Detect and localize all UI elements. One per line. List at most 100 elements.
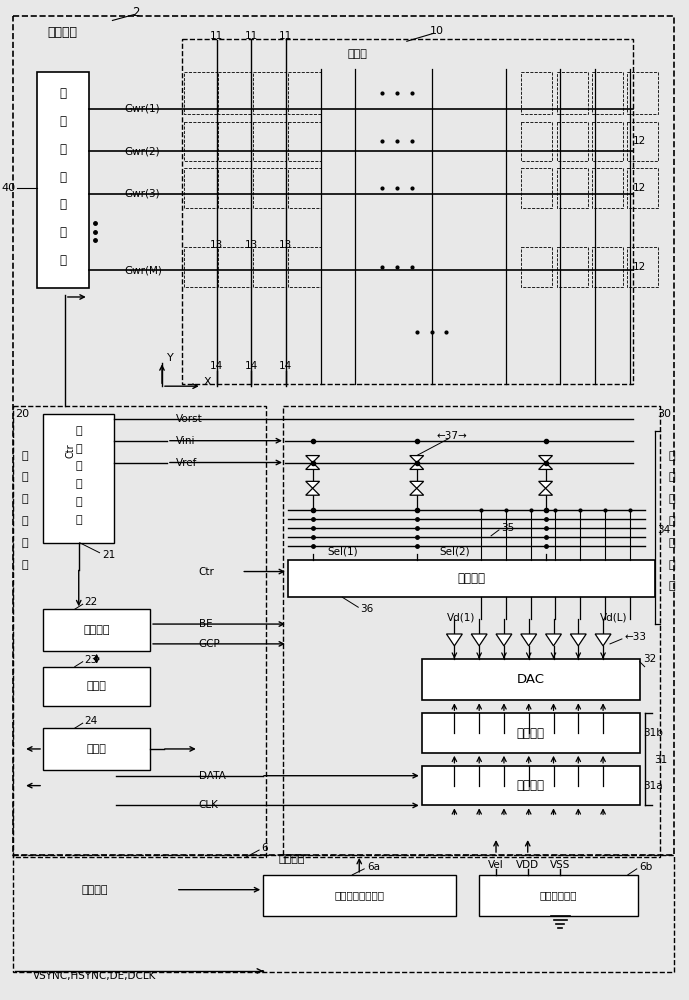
Polygon shape xyxy=(410,488,424,495)
Text: 2: 2 xyxy=(132,6,140,19)
Bar xyxy=(288,122,320,161)
Text: 检查表: 检查表 xyxy=(87,744,107,754)
Text: 选择电路: 选择电路 xyxy=(457,572,485,585)
Text: Gwr(3): Gwr(3) xyxy=(124,189,160,199)
Polygon shape xyxy=(410,481,424,488)
Polygon shape xyxy=(496,634,512,646)
Text: 35: 35 xyxy=(501,523,514,533)
Bar xyxy=(253,122,286,161)
Text: 6b: 6b xyxy=(640,862,653,872)
Text: Vini: Vini xyxy=(176,436,196,446)
Bar xyxy=(184,122,216,161)
Text: 制: 制 xyxy=(22,516,28,526)
Text: 10: 10 xyxy=(429,26,444,36)
Text: 线: 线 xyxy=(59,143,66,156)
Bar xyxy=(422,766,640,805)
Bar xyxy=(184,247,216,287)
Text: 13: 13 xyxy=(279,240,293,250)
Text: GCP: GCP xyxy=(198,639,220,649)
Polygon shape xyxy=(306,456,320,463)
Text: VDD: VDD xyxy=(516,860,539,870)
Text: 栅: 栅 xyxy=(59,87,66,100)
Bar xyxy=(521,168,551,208)
Bar xyxy=(627,122,657,161)
Bar xyxy=(253,168,286,208)
Text: 线: 线 xyxy=(668,494,675,504)
Bar xyxy=(627,168,657,208)
Text: 电: 电 xyxy=(75,497,82,507)
Polygon shape xyxy=(410,456,424,463)
Text: VSS: VSS xyxy=(551,860,570,870)
Text: Vref: Vref xyxy=(176,458,197,468)
Polygon shape xyxy=(306,463,320,469)
Text: 24: 24 xyxy=(85,716,98,726)
Polygon shape xyxy=(570,634,586,646)
Text: Gwr(1): Gwr(1) xyxy=(124,104,160,114)
Text: VSYNC,HSYNC,DE,DCLK: VSYNC,HSYNC,DE,DCLK xyxy=(33,971,156,981)
Text: 21: 21 xyxy=(103,550,116,560)
Text: 31: 31 xyxy=(655,755,668,765)
Bar xyxy=(263,875,456,916)
Bar xyxy=(627,72,657,114)
Bar xyxy=(288,72,320,114)
Polygon shape xyxy=(306,481,320,488)
Text: 12: 12 xyxy=(633,262,646,272)
Text: 压: 压 xyxy=(75,444,82,454)
Polygon shape xyxy=(410,463,424,469)
Text: 路: 路 xyxy=(22,560,28,570)
Text: 驱: 驱 xyxy=(59,171,66,184)
Text: 动: 动 xyxy=(668,538,675,548)
Text: ←33: ←33 xyxy=(625,632,647,642)
Text: 31b: 31b xyxy=(643,728,663,738)
Bar xyxy=(592,168,623,208)
Text: 外部装置: 外部装置 xyxy=(279,854,305,864)
Bar xyxy=(184,168,216,208)
Text: 电: 电 xyxy=(22,538,28,548)
Bar xyxy=(218,122,251,161)
Text: 31a: 31a xyxy=(643,781,662,791)
Text: 锁存电路: 锁存电路 xyxy=(517,727,545,740)
Text: 34: 34 xyxy=(657,525,671,535)
Polygon shape xyxy=(446,634,462,646)
Bar xyxy=(521,72,551,114)
Text: 电: 电 xyxy=(75,426,82,436)
Text: 20: 20 xyxy=(15,409,30,419)
Polygon shape xyxy=(595,634,611,646)
Text: Ctr: Ctr xyxy=(198,567,214,577)
Bar xyxy=(218,168,251,208)
Bar xyxy=(253,72,286,114)
Text: 成: 成 xyxy=(75,479,82,489)
Bar xyxy=(479,875,638,916)
Text: 14: 14 xyxy=(245,361,258,371)
Text: Ctr: Ctr xyxy=(66,443,76,458)
Text: 控制电路: 控制电路 xyxy=(83,625,110,635)
Text: 数: 数 xyxy=(668,451,675,461)
Polygon shape xyxy=(306,488,320,495)
Bar xyxy=(37,72,89,288)
Bar xyxy=(184,72,216,114)
Text: 40: 40 xyxy=(1,183,15,193)
Text: 电压生成电路: 电压生成电路 xyxy=(539,891,577,901)
Text: Vorst: Vorst xyxy=(176,414,203,424)
Bar xyxy=(13,855,675,972)
Text: Vd(L): Vd(L) xyxy=(600,612,628,622)
Text: 30: 30 xyxy=(657,409,672,419)
Text: 路: 路 xyxy=(668,581,675,591)
Bar xyxy=(521,122,551,161)
Text: 11: 11 xyxy=(210,31,223,41)
Text: DATA: DATA xyxy=(198,771,225,781)
Text: 显示面板: 显示面板 xyxy=(47,26,77,39)
Text: 11: 11 xyxy=(279,31,293,41)
Text: 14: 14 xyxy=(279,361,293,371)
Text: 14: 14 xyxy=(210,361,223,371)
Bar xyxy=(13,406,266,857)
Bar xyxy=(253,247,286,287)
Text: 生: 生 xyxy=(75,461,82,471)
Text: 控: 控 xyxy=(22,494,28,504)
Polygon shape xyxy=(539,488,553,495)
Text: 储存部: 储存部 xyxy=(87,682,107,692)
Polygon shape xyxy=(539,456,553,463)
Bar xyxy=(43,414,114,543)
Bar xyxy=(422,713,640,753)
Bar xyxy=(557,72,588,114)
